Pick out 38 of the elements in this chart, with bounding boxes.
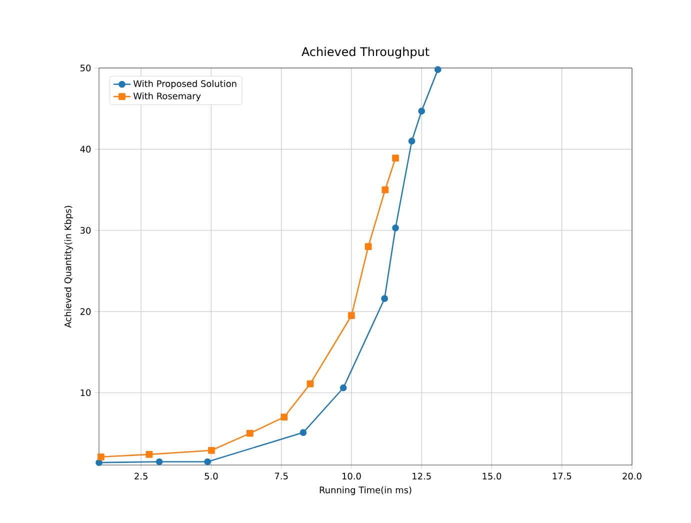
y-tick-label: 10 xyxy=(80,389,91,396)
point xyxy=(408,138,416,144)
point xyxy=(204,458,212,466)
x-tick-label: 2.5 xyxy=(134,472,148,480)
point xyxy=(306,380,314,388)
x-tick-label: 10.0 xyxy=(342,472,361,480)
point xyxy=(392,154,399,162)
y-tick-label: 30 xyxy=(80,226,91,234)
point xyxy=(392,224,399,232)
point xyxy=(146,451,153,458)
x-tick-label: 5.0 xyxy=(204,472,218,480)
y-tick-label: 20 xyxy=(80,308,91,315)
y-tick-label: 40 xyxy=(80,146,91,153)
y-axis-title: Achieved Quantity(in Kbps) xyxy=(64,206,73,328)
legend-label: With Proposed Solution xyxy=(133,80,236,89)
x-tick-label: 7.5 xyxy=(274,472,288,480)
x-tick-label: 15.0 xyxy=(482,472,502,480)
point xyxy=(382,186,389,194)
point xyxy=(280,414,288,421)
point xyxy=(208,446,215,454)
point xyxy=(418,108,426,114)
point xyxy=(156,458,163,466)
point xyxy=(300,429,307,436)
x-tick-label: 20.0 xyxy=(622,472,642,480)
legend-label: With Rosemary xyxy=(133,92,201,102)
x-tick-label: 17.5 xyxy=(552,472,572,480)
point xyxy=(348,312,355,320)
x-tick-label: 12.5 xyxy=(412,472,431,480)
point xyxy=(381,295,388,302)
point xyxy=(434,66,442,74)
point xyxy=(96,459,102,466)
point xyxy=(246,430,254,437)
chart-title: Achieved Throughput xyxy=(302,46,430,58)
point xyxy=(364,243,372,250)
y-tick-label: 50 xyxy=(80,64,91,72)
point xyxy=(98,453,104,460)
point xyxy=(340,384,347,392)
x-axis-title: Running Time(in ms) xyxy=(320,486,412,496)
